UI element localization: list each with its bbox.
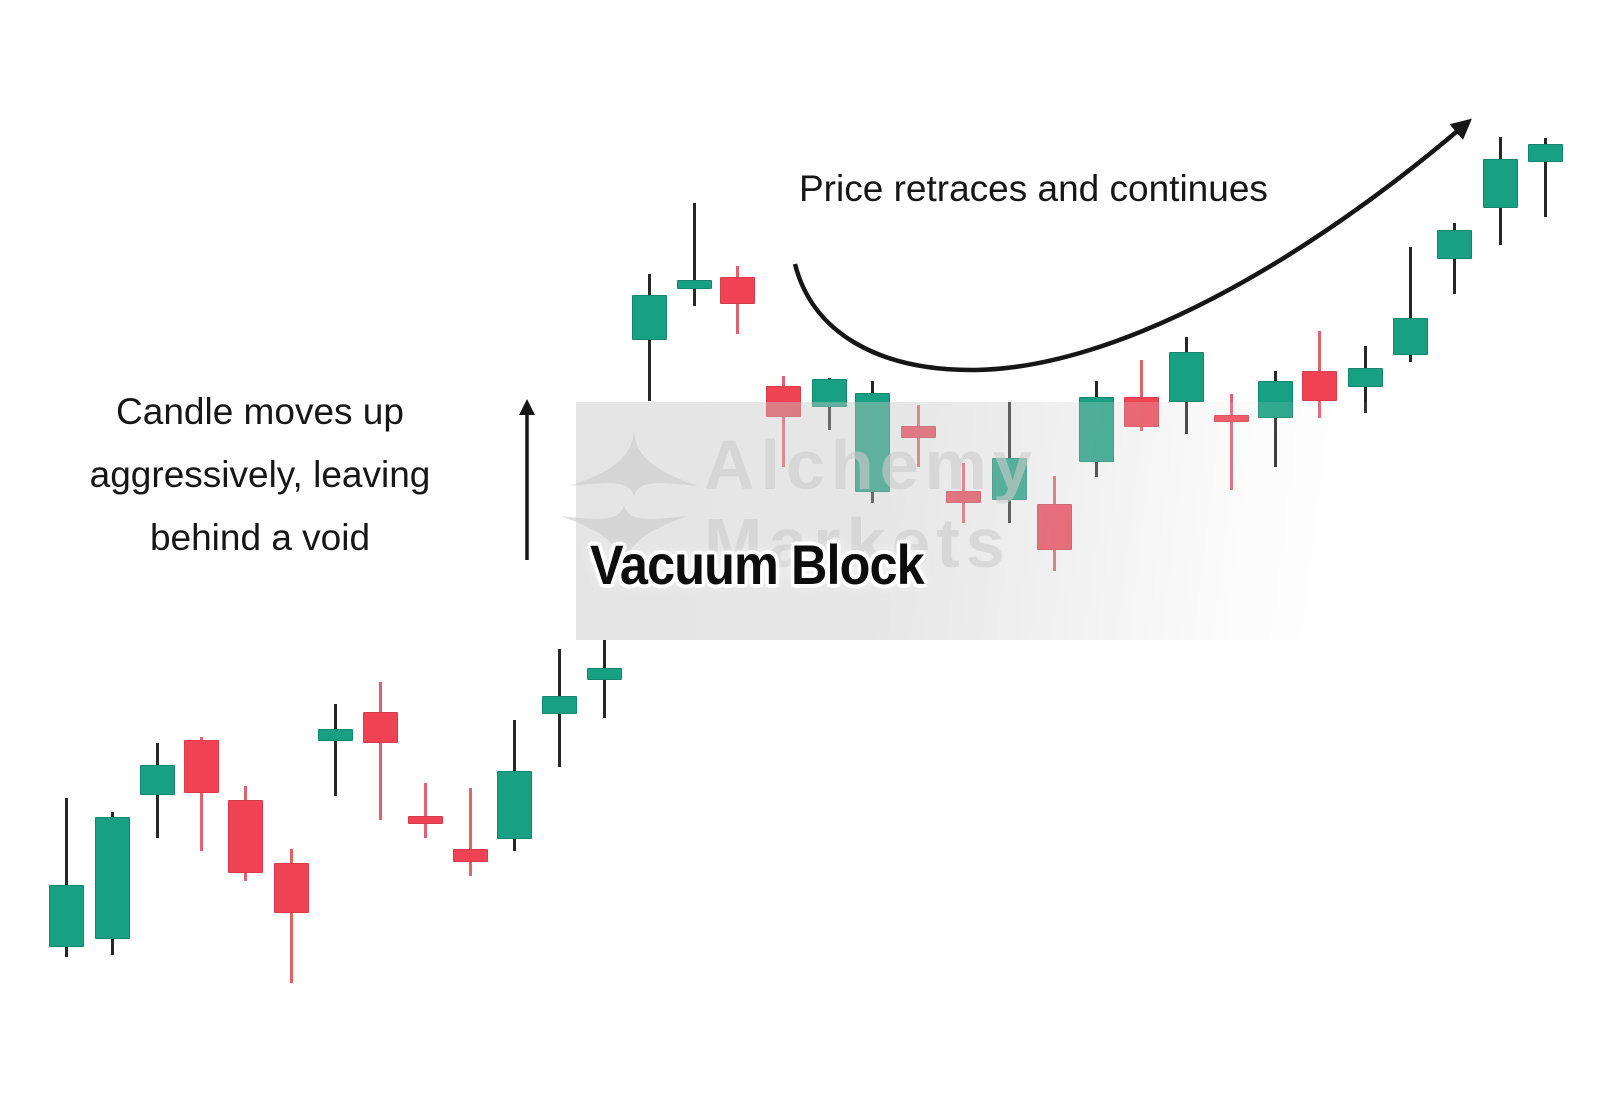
candlestick-bullish	[49, 0, 84, 1095]
candle-body	[901, 426, 936, 438]
candlestick-bearish	[1214, 0, 1249, 1095]
candlestick-bearish	[1124, 0, 1159, 1095]
candle-body	[1393, 318, 1428, 355]
candle-body	[140, 765, 175, 795]
candle-wick	[1544, 138, 1547, 217]
candlestick-bullish	[1528, 0, 1563, 1095]
candlestick-bearish	[946, 0, 981, 1095]
candlestick-bullish	[140, 0, 175, 1095]
candle-body	[1348, 368, 1383, 387]
candle-wick	[1274, 371, 1277, 467]
candlestick-bearish	[453, 0, 488, 1095]
candle-body	[1483, 159, 1518, 208]
candle-body	[587, 668, 622, 680]
candle-wick	[1230, 394, 1233, 490]
candle-body	[363, 712, 398, 743]
watermark-logo-icon	[570, 430, 698, 496]
candlestick-bearish	[720, 0, 755, 1095]
candle-wick	[782, 376, 785, 467]
vacuum-block-label: Vacuum Block	[590, 533, 925, 596]
candle-body	[1124, 397, 1159, 427]
left-annotation-text: Candle moves up aggressively, leaving be…	[89, 391, 431, 558]
watermark-text-line1: Alchemy	[704, 426, 1038, 504]
vacuum-block-region: Alchemy Markets Vacuum Block	[560, 402, 1368, 640]
candle-body	[184, 740, 219, 793]
candlestick-bullish	[1079, 0, 1114, 1095]
candle-body	[1079, 397, 1114, 462]
candle-wick	[469, 788, 472, 876]
candle-body	[1037, 504, 1072, 550]
candle-wick	[290, 849, 293, 983]
candlestick-bearish	[228, 0, 263, 1095]
candle-body	[408, 816, 443, 824]
candle-body	[677, 280, 712, 289]
candlestick-bearish	[901, 0, 936, 1095]
candle-body	[1437, 230, 1472, 259]
candle-body	[453, 849, 488, 862]
candle-body	[855, 393, 890, 492]
candlestick-bearish	[766, 0, 801, 1095]
candlestick-bullish	[1483, 0, 1518, 1095]
candle-body	[95, 817, 130, 939]
candle-body	[946, 491, 981, 503]
candlestick-bullish	[632, 0, 667, 1095]
candlestick-bullish	[1437, 0, 1472, 1095]
candlestick-bearish	[1302, 0, 1337, 1095]
candle-body	[766, 386, 801, 417]
candlestick-bullish	[1393, 0, 1428, 1095]
candle-body	[1169, 352, 1204, 402]
candle-body	[1528, 144, 1563, 162]
watermark-logo-icon	[560, 506, 688, 572]
candlestick-bearish	[184, 0, 219, 1095]
candlestick-bullish	[318, 0, 353, 1095]
candle-body	[632, 295, 667, 340]
top-annotation-text: Price retraces and continues	[799, 168, 1268, 209]
candlestick-bearish	[408, 0, 443, 1095]
candle-wick	[693, 203, 696, 306]
candlestick-bullish	[1258, 0, 1293, 1095]
candlestick-bullish	[542, 0, 577, 1095]
candle-body	[542, 696, 577, 714]
candle-body	[1302, 371, 1337, 401]
candlestick-bearish	[274, 0, 309, 1095]
candle-body	[720, 277, 755, 304]
candle-body	[497, 771, 532, 839]
candlestick-bullish	[95, 0, 130, 1095]
candlestick-bullish	[855, 0, 890, 1095]
candle-body	[274, 863, 309, 913]
candle-body	[228, 800, 263, 873]
candlestick-bullish	[812, 0, 847, 1095]
candle-body	[992, 458, 1027, 500]
candle-body	[1258, 381, 1293, 418]
candlestick-bullish	[677, 0, 712, 1095]
candle-wick	[379, 682, 382, 820]
candle-wick	[65, 798, 68, 957]
candle-body	[1214, 415, 1249, 422]
candlestick-bullish	[497, 0, 532, 1095]
candle-wick	[334, 704, 337, 796]
watermark: Alchemy Markets	[560, 402, 1368, 640]
candle-wick	[200, 737, 203, 851]
candlestick-bullish	[992, 0, 1027, 1095]
candle-wick	[424, 783, 427, 838]
candlestick-bullish	[587, 0, 622, 1095]
candlestick-bearish	[363, 0, 398, 1095]
candle-body	[49, 885, 84, 947]
candle-body	[812, 379, 847, 407]
candlestick-bearish	[1037, 0, 1072, 1095]
candle-body	[318, 729, 353, 741]
watermark-text-line2: Markets	[704, 504, 1011, 582]
candle-wick	[1140, 360, 1143, 431]
